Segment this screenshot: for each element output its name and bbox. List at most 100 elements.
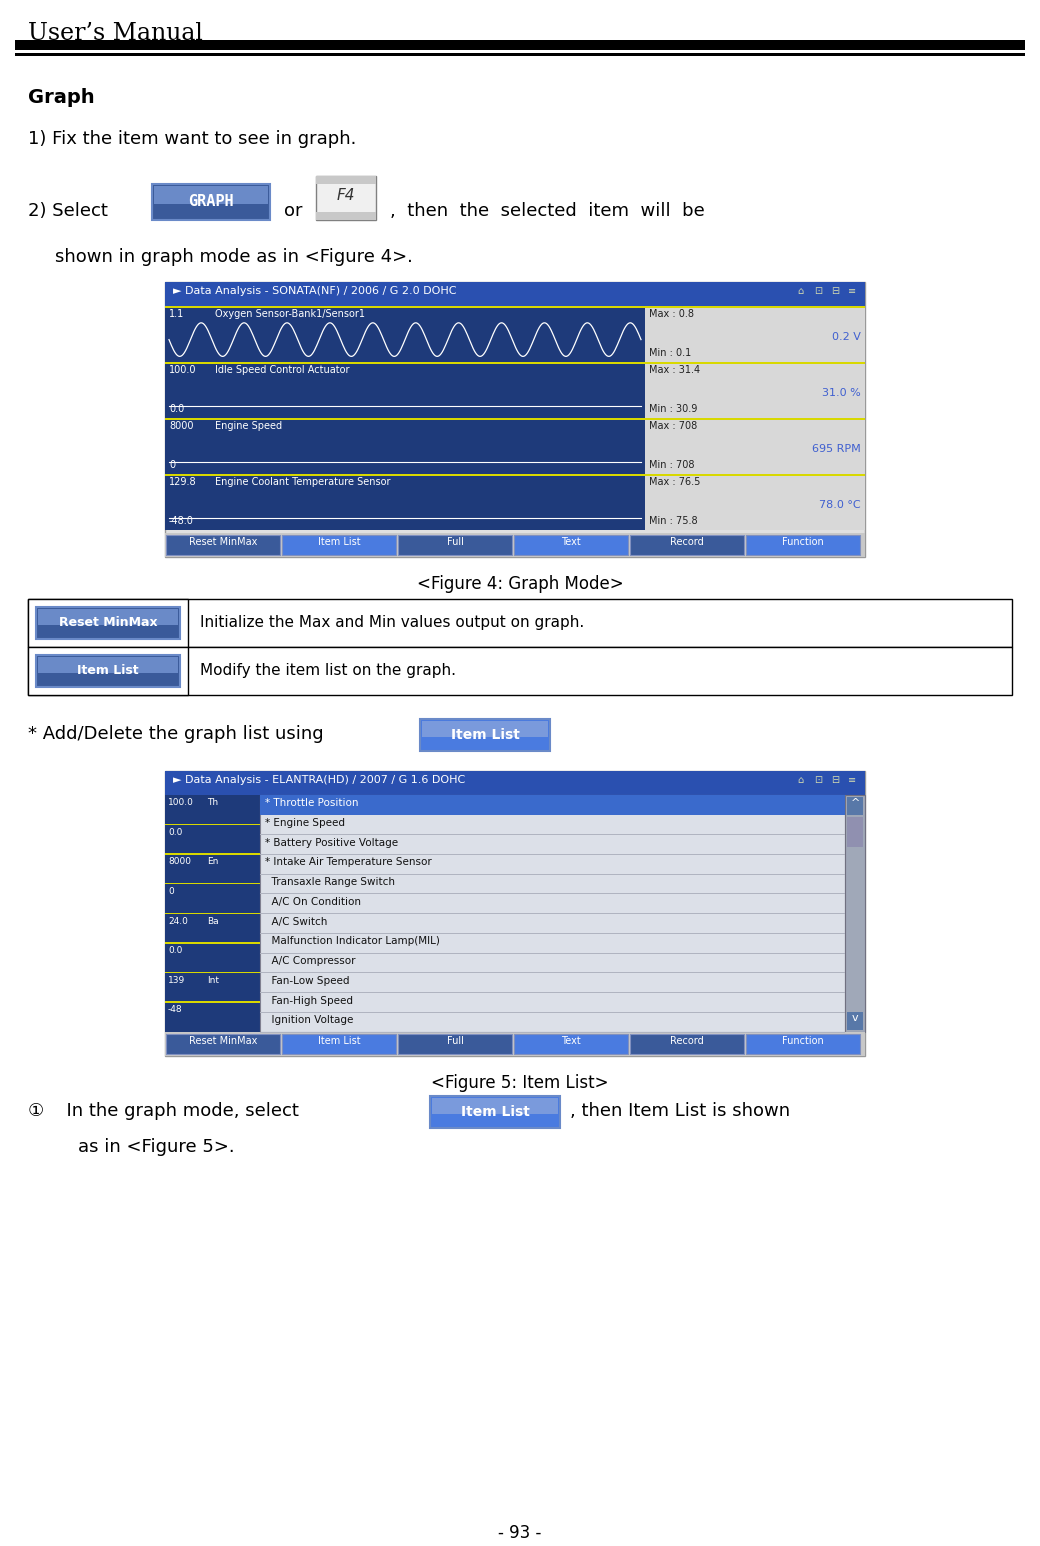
Text: v: v [852, 1013, 858, 1023]
Bar [15, 40, 1025, 49]
Text: 139: 139 [168, 976, 185, 985]
Bar [645, 475, 865, 530]
Text: ⌂: ⌂ [797, 775, 803, 785]
Bar [847, 798, 863, 815]
Text: Record: Record [670, 536, 704, 547]
Text: Fan-High Speed: Fan-High Speed [265, 996, 353, 1005]
Text: 100.0: 100.0 [168, 365, 197, 376]
Text: Graph: Graph [28, 88, 95, 107]
Bar [847, 816, 863, 847]
Bar [398, 1034, 512, 1054]
Text: Transaxle Range Switch: Transaxle Range Switch [265, 877, 395, 887]
Text: User’s Manual: User’s Manual [28, 22, 203, 45]
Text: as in <Figure 5>.: as in <Figure 5>. [55, 1138, 235, 1156]
Text: Min : 75.8: Min : 75.8 [649, 516, 698, 526]
Bar [165, 533, 865, 557]
Bar [432, 1098, 558, 1115]
Bar [154, 186, 268, 204]
Bar [38, 609, 178, 625]
Text: Modify the item list on the graph.: Modify the item list on the graph. [200, 663, 456, 679]
Bar [282, 1034, 396, 1054]
Text: Text: Text [562, 536, 581, 547]
Text: 24.0: 24.0 [168, 917, 188, 926]
Text: Ba: Ba [207, 917, 218, 926]
Text: ⊡: ⊡ [814, 775, 823, 785]
Bar [316, 212, 376, 220]
Text: -48.0: -48.0 [168, 516, 193, 526]
Text: Max : 0.8: Max : 0.8 [649, 309, 694, 318]
Text: Th: Th [207, 798, 218, 807]
Bar [15, 53, 1025, 56]
Text: * Engine Speed: * Engine Speed [265, 818, 345, 827]
Text: 0.2 V: 0.2 V [832, 332, 861, 342]
Text: 0.0: 0.0 [168, 404, 184, 414]
Bar [38, 657, 178, 673]
Text: * Throttle Position: * Throttle Position [265, 798, 359, 809]
Bar [165, 417, 645, 475]
Text: Initialize the Max and Min values output on graph.: Initialize the Max and Min values output… [200, 615, 584, 631]
Text: or: or [284, 203, 303, 220]
Text: Min : 708: Min : 708 [649, 461, 695, 470]
Bar [746, 1034, 860, 1054]
Text: Malfunction Indicator Lamp(MIL): Malfunction Indicator Lamp(MIL) [265, 937, 440, 946]
Text: Item List: Item List [317, 1036, 360, 1047]
Bar [645, 306, 865, 362]
Text: * Intake Air Temperature Sensor: * Intake Air Temperature Sensor [265, 856, 432, 867]
Bar [746, 535, 860, 555]
Text: Ignition Voltage: Ignition Voltage [265, 1016, 354, 1025]
Text: Min : 30.9: Min : 30.9 [649, 404, 698, 414]
Text: GRAPH: GRAPH [188, 195, 234, 210]
Text: In the graph mode, select: In the graph mode, select [55, 1102, 298, 1119]
Bar [165, 475, 645, 530]
Text: 78.0 °C: 78.0 °C [820, 499, 861, 510]
Text: Full: Full [446, 536, 464, 547]
Text: 129.8: 129.8 [168, 478, 197, 487]
Bar [260, 795, 844, 815]
Text: Min : 0.1: Min : 0.1 [649, 348, 692, 359]
Text: 0: 0 [168, 887, 174, 895]
Bar [316, 176, 376, 220]
Text: Function: Function [782, 536, 824, 547]
Text: Int: Int [207, 976, 219, 985]
Bar [398, 535, 512, 555]
Text: Function: Function [782, 1036, 824, 1047]
Bar [165, 306, 645, 362]
Bar [28, 598, 1012, 646]
Bar [165, 417, 865, 421]
Text: 0.0: 0.0 [168, 827, 182, 836]
Bar [152, 184, 270, 220]
Bar [430, 1096, 560, 1129]
Text: Reset MinMax: Reset MinMax [189, 1036, 257, 1047]
Text: 8000: 8000 [168, 856, 191, 866]
Text: Idle Speed Control Actuator: Idle Speed Control Actuator [215, 365, 349, 376]
Text: * Battery Positive Voltage: * Battery Positive Voltage [265, 838, 398, 847]
Text: -48: -48 [168, 1005, 183, 1014]
Bar [422, 720, 548, 737]
Text: ► Data Analysis - ELANTRA(HD) / 2007 / G 1.6 DOHC: ► Data Analysis - ELANTRA(HD) / 2007 / G… [173, 775, 465, 785]
Text: ①: ① [28, 1102, 44, 1119]
Text: ≡: ≡ [848, 775, 856, 785]
Bar [165, 795, 260, 1033]
Bar [645, 417, 865, 475]
Text: Record: Record [670, 1036, 704, 1047]
Bar [28, 598, 188, 646]
Text: 31.0 %: 31.0 % [823, 388, 861, 397]
Text: <Figure 5: Item List>: <Figure 5: Item List> [432, 1074, 608, 1091]
Text: 0: 0 [168, 461, 175, 470]
Text: Item List: Item List [77, 665, 138, 677]
Bar [165, 362, 865, 363]
Bar [514, 535, 628, 555]
Text: 1) Fix the item want to see in graph.: 1) Fix the item want to see in graph. [28, 130, 357, 148]
Text: ,  then  the  selected  item  will  be: , then the selected item will be [390, 203, 705, 220]
Bar [28, 646, 188, 696]
Bar [165, 771, 865, 1056]
Text: A/C Switch: A/C Switch [265, 917, 328, 926]
Text: A/C On Condition: A/C On Condition [265, 897, 361, 908]
Text: Item List: Item List [461, 1105, 529, 1119]
Bar [645, 362, 865, 417]
Text: A/C Compressor: A/C Compressor [265, 955, 356, 966]
Text: Oxygen Sensor-Bank1/Sensor1: Oxygen Sensor-Bank1/Sensor1 [215, 309, 365, 318]
Text: Full: Full [446, 1036, 464, 1047]
Text: 695 RPM: 695 RPM [812, 444, 861, 455]
Bar [36, 608, 180, 638]
